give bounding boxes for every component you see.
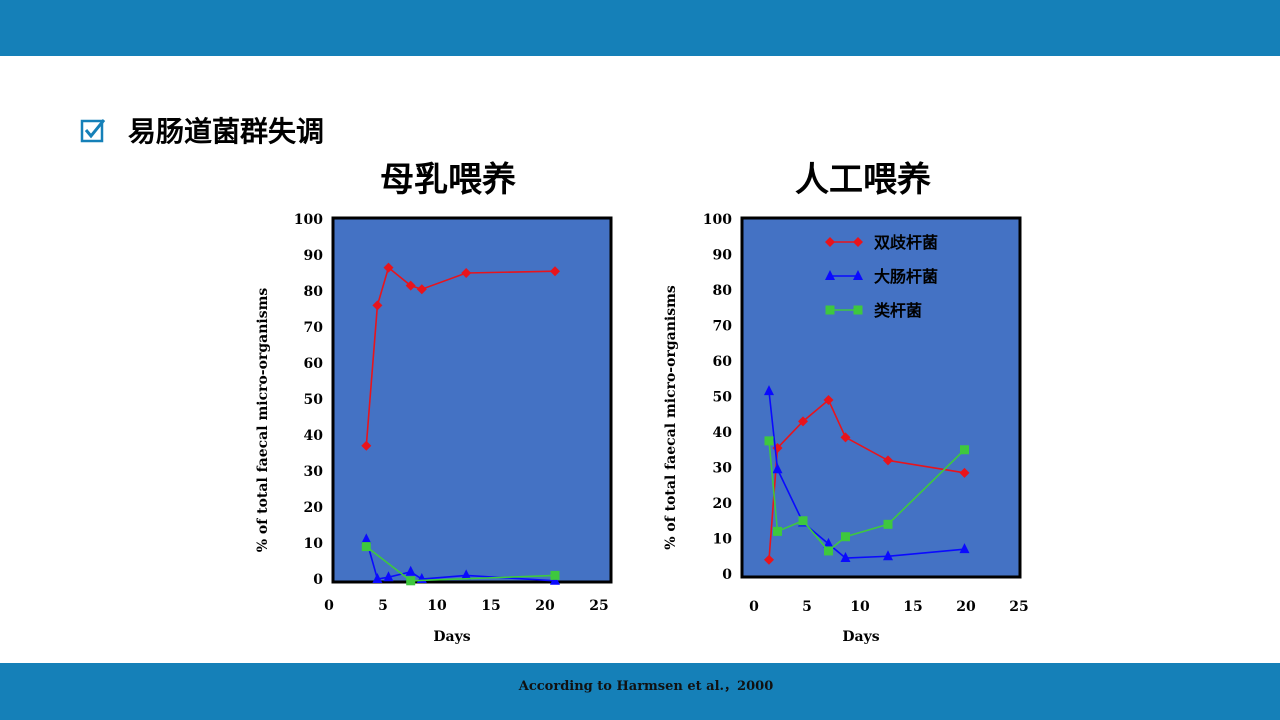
- data-point: [823, 395, 834, 406]
- data-point: [883, 519, 893, 529]
- data-point: [383, 262, 394, 273]
- x-tick-label: 25: [1009, 599, 1028, 615]
- legend-marker: [853, 270, 863, 280]
- chart-title-breastfed: 母乳喂养: [380, 160, 516, 200]
- x-axis-label: Days: [433, 629, 470, 645]
- data-point: [461, 569, 472, 580]
- y-tick-label: 40: [304, 428, 324, 444]
- data-point: [764, 385, 774, 396]
- chart-title-formulafed: 人工喂养: [795, 160, 931, 200]
- y-tick-label: 20: [713, 496, 733, 512]
- y-tick-label: 50: [304, 392, 324, 408]
- y-tick-label: 80: [304, 284, 324, 300]
- x-tick-label: 5: [378, 598, 388, 614]
- data-point: [959, 543, 970, 554]
- data-point: [361, 533, 372, 544]
- legend-label: 大肠杆菌: [874, 267, 938, 286]
- data-point: [960, 445, 969, 455]
- citation-text: According to Harmsen et al.，2000: [518, 679, 774, 694]
- data-point: [883, 550, 893, 561]
- y-axis-label: % of total faecal micro-organisms: [255, 288, 271, 553]
- legend-marker: [853, 237, 863, 247]
- y-tick-label: 90: [713, 248, 733, 264]
- y-tick-label: 60: [304, 356, 324, 372]
- x-tick-label: 0: [749, 599, 759, 615]
- data-point: [550, 266, 560, 277]
- y-tick-label: 0: [313, 572, 323, 588]
- y-tick-label: 20: [304, 500, 324, 516]
- data-point: [823, 537, 834, 548]
- y-tick-label: 100: [294, 212, 323, 228]
- data-point: [959, 467, 970, 478]
- x-tick-label: 20: [535, 598, 555, 614]
- section-heading: 易肠道菌群失调: [80, 110, 324, 150]
- y-tick-label: 10: [304, 536, 324, 552]
- legend-marker: [825, 305, 835, 315]
- data-point: [764, 436, 774, 446]
- data-point: [772, 463, 783, 474]
- checkbox-checked-icon: [80, 119, 106, 143]
- y-tick-label: 40: [713, 425, 733, 441]
- data-point: [764, 554, 774, 565]
- data-point: [372, 300, 383, 311]
- data-point: [798, 416, 808, 427]
- data-point: [840, 432, 851, 443]
- x-tick-label: 15: [903, 599, 922, 615]
- data-point: [405, 565, 416, 576]
- y-tick-label: 60: [713, 354, 733, 370]
- x-tick-label: 5: [802, 599, 812, 615]
- data-point: [361, 440, 372, 451]
- plot-area: [740, 216, 1022, 579]
- data-point: [383, 571, 394, 582]
- data-point: [416, 284, 427, 295]
- heading-text: 易肠道菌群失调: [128, 115, 325, 148]
- y-tick-label: 80: [713, 283, 733, 299]
- data-point: [550, 570, 560, 580]
- data-point: [824, 546, 833, 556]
- data-point: [773, 526, 782, 536]
- data-point: [372, 573, 383, 583]
- x-tick-label: 25: [589, 598, 608, 614]
- y-tick-label: 90: [304, 248, 324, 264]
- data-point: [798, 516, 808, 526]
- legend-label: 类杆菌: [874, 301, 922, 320]
- legend-label: 双歧杆菌: [874, 233, 938, 252]
- y-tick-label: 0: [722, 567, 732, 583]
- y-axis-label: % of total faecal micro-organisms: [663, 285, 679, 550]
- x-tick-label: 10: [850, 599, 870, 615]
- y-tick-label: 100: [703, 212, 732, 228]
- x-tick-label: 0: [324, 598, 334, 614]
- y-tick-label: 70: [713, 319, 733, 335]
- y-tick-label: 70: [304, 320, 324, 336]
- chart-formulafed: 0 10 20 30 40 50 60 70 80 90 100 0 5 10 15 20 25 Days % of…: [663, 212, 1029, 645]
- plot-area: [331, 216, 613, 584]
- data-point: [461, 268, 472, 278]
- x-axis-label: Days: [842, 629, 879, 645]
- y-tick-label: 10: [713, 532, 733, 548]
- data-point: [883, 455, 893, 466]
- x-tick-label: 10: [427, 598, 447, 614]
- legend-marker: [825, 270, 835, 280]
- y-tick-label: 30: [713, 461, 733, 477]
- legend-marker: [825, 237, 835, 247]
- x-tick-label: 20: [956, 599, 976, 615]
- y-tick-label: 30: [304, 464, 324, 480]
- top-banner: [0, 0, 1280, 56]
- bottom-banner: [0, 663, 1280, 720]
- legend-marker: [853, 305, 863, 315]
- chart-breastfed: 0 10 20 30 40 50 60 70 80 90 100 0 5 10 15 20 25 Days % of…: [255, 212, 613, 645]
- x-tick-label: 15: [481, 598, 500, 614]
- y-tick-label: 50: [713, 390, 733, 406]
- data-point: [840, 552, 851, 563]
- data-point: [841, 532, 850, 542]
- data-point: [361, 542, 371, 552]
- data-point: [405, 280, 416, 291]
- data-point: [406, 576, 416, 586]
